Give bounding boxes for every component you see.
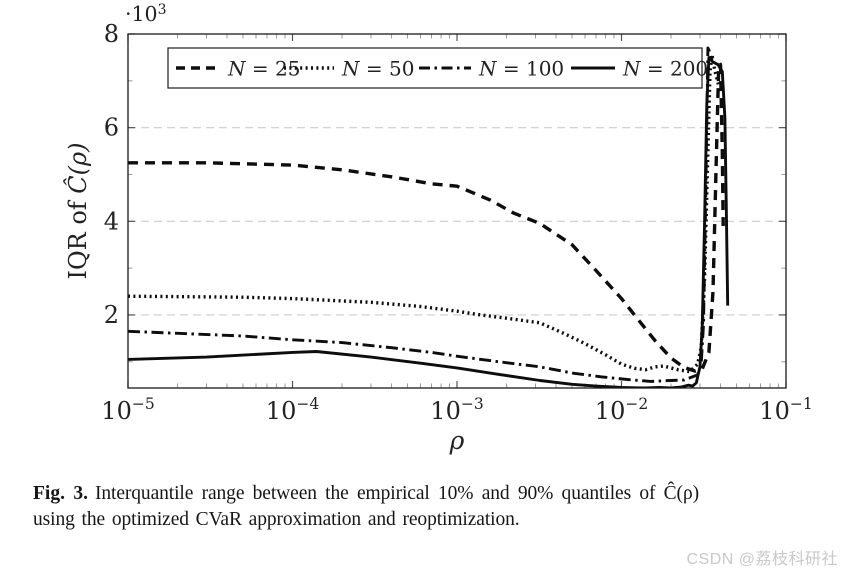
x-tick-label: 10−5 — [101, 395, 154, 425]
y-axis-multiplier: ·103 — [125, 2, 167, 26]
legend-label: N = 200 — [622, 57, 708, 81]
caption-text-line2: using the optimized CVaR approximation a… — [33, 509, 520, 530]
y-tick-label: 4 — [104, 207, 119, 235]
y-axis-label: IQR of Ĉ(ρ) — [63, 142, 92, 279]
y-gridlines — [128, 127, 786, 316]
y-tick-labels: 2 4 6 8 — [104, 20, 119, 329]
x-axis-label: ρ — [449, 426, 465, 455]
x-tick-label: 10−1 — [759, 395, 812, 425]
series-line-N=100 — [128, 46, 714, 383]
caption-line1: Fig. 3. Interquantile range between the e… — [33, 483, 699, 504]
watermark: CSDN @荔枝科研社 — [686, 551, 838, 568]
caption-label: Fig. 3. — [33, 483, 88, 504]
series-lines — [128, 46, 730, 388]
iqr-line-chart: 10−5 10−4 10−3 10−2 10−1 2 4 6 8·103 ρ IQR of Ĉ(ρ)… — [63, 2, 813, 455]
series-line-N=50 — [128, 53, 721, 374]
y-tick-label: 8 — [104, 20, 119, 48]
series-line-N=200 — [128, 55, 730, 388]
legend-label: N = 50 — [341, 57, 414, 81]
x-tick-labels: 10−5 10−4 10−3 10−2 10−1 — [101, 395, 812, 425]
legend-label: N = 100 — [478, 57, 564, 81]
x-tick-label: 10−2 — [595, 395, 648, 425]
series-line-N=25 — [128, 62, 725, 373]
x-tick-label: 10−3 — [430, 395, 483, 425]
caption-text-line1: Interquantile range between the empirica… — [94, 483, 699, 504]
x-tick-label: 10−4 — [266, 395, 320, 425]
y-tick-label: 2 — [104, 301, 119, 329]
figure-caption: Fig. 3. Interquantile range between the e… — [33, 481, 845, 533]
axis-frame — [127, 33, 787, 389]
y-tick-label: 6 — [104, 114, 119, 142]
legend: N = 25 N = 50 N = 100 N = 200 — [167, 47, 708, 89]
